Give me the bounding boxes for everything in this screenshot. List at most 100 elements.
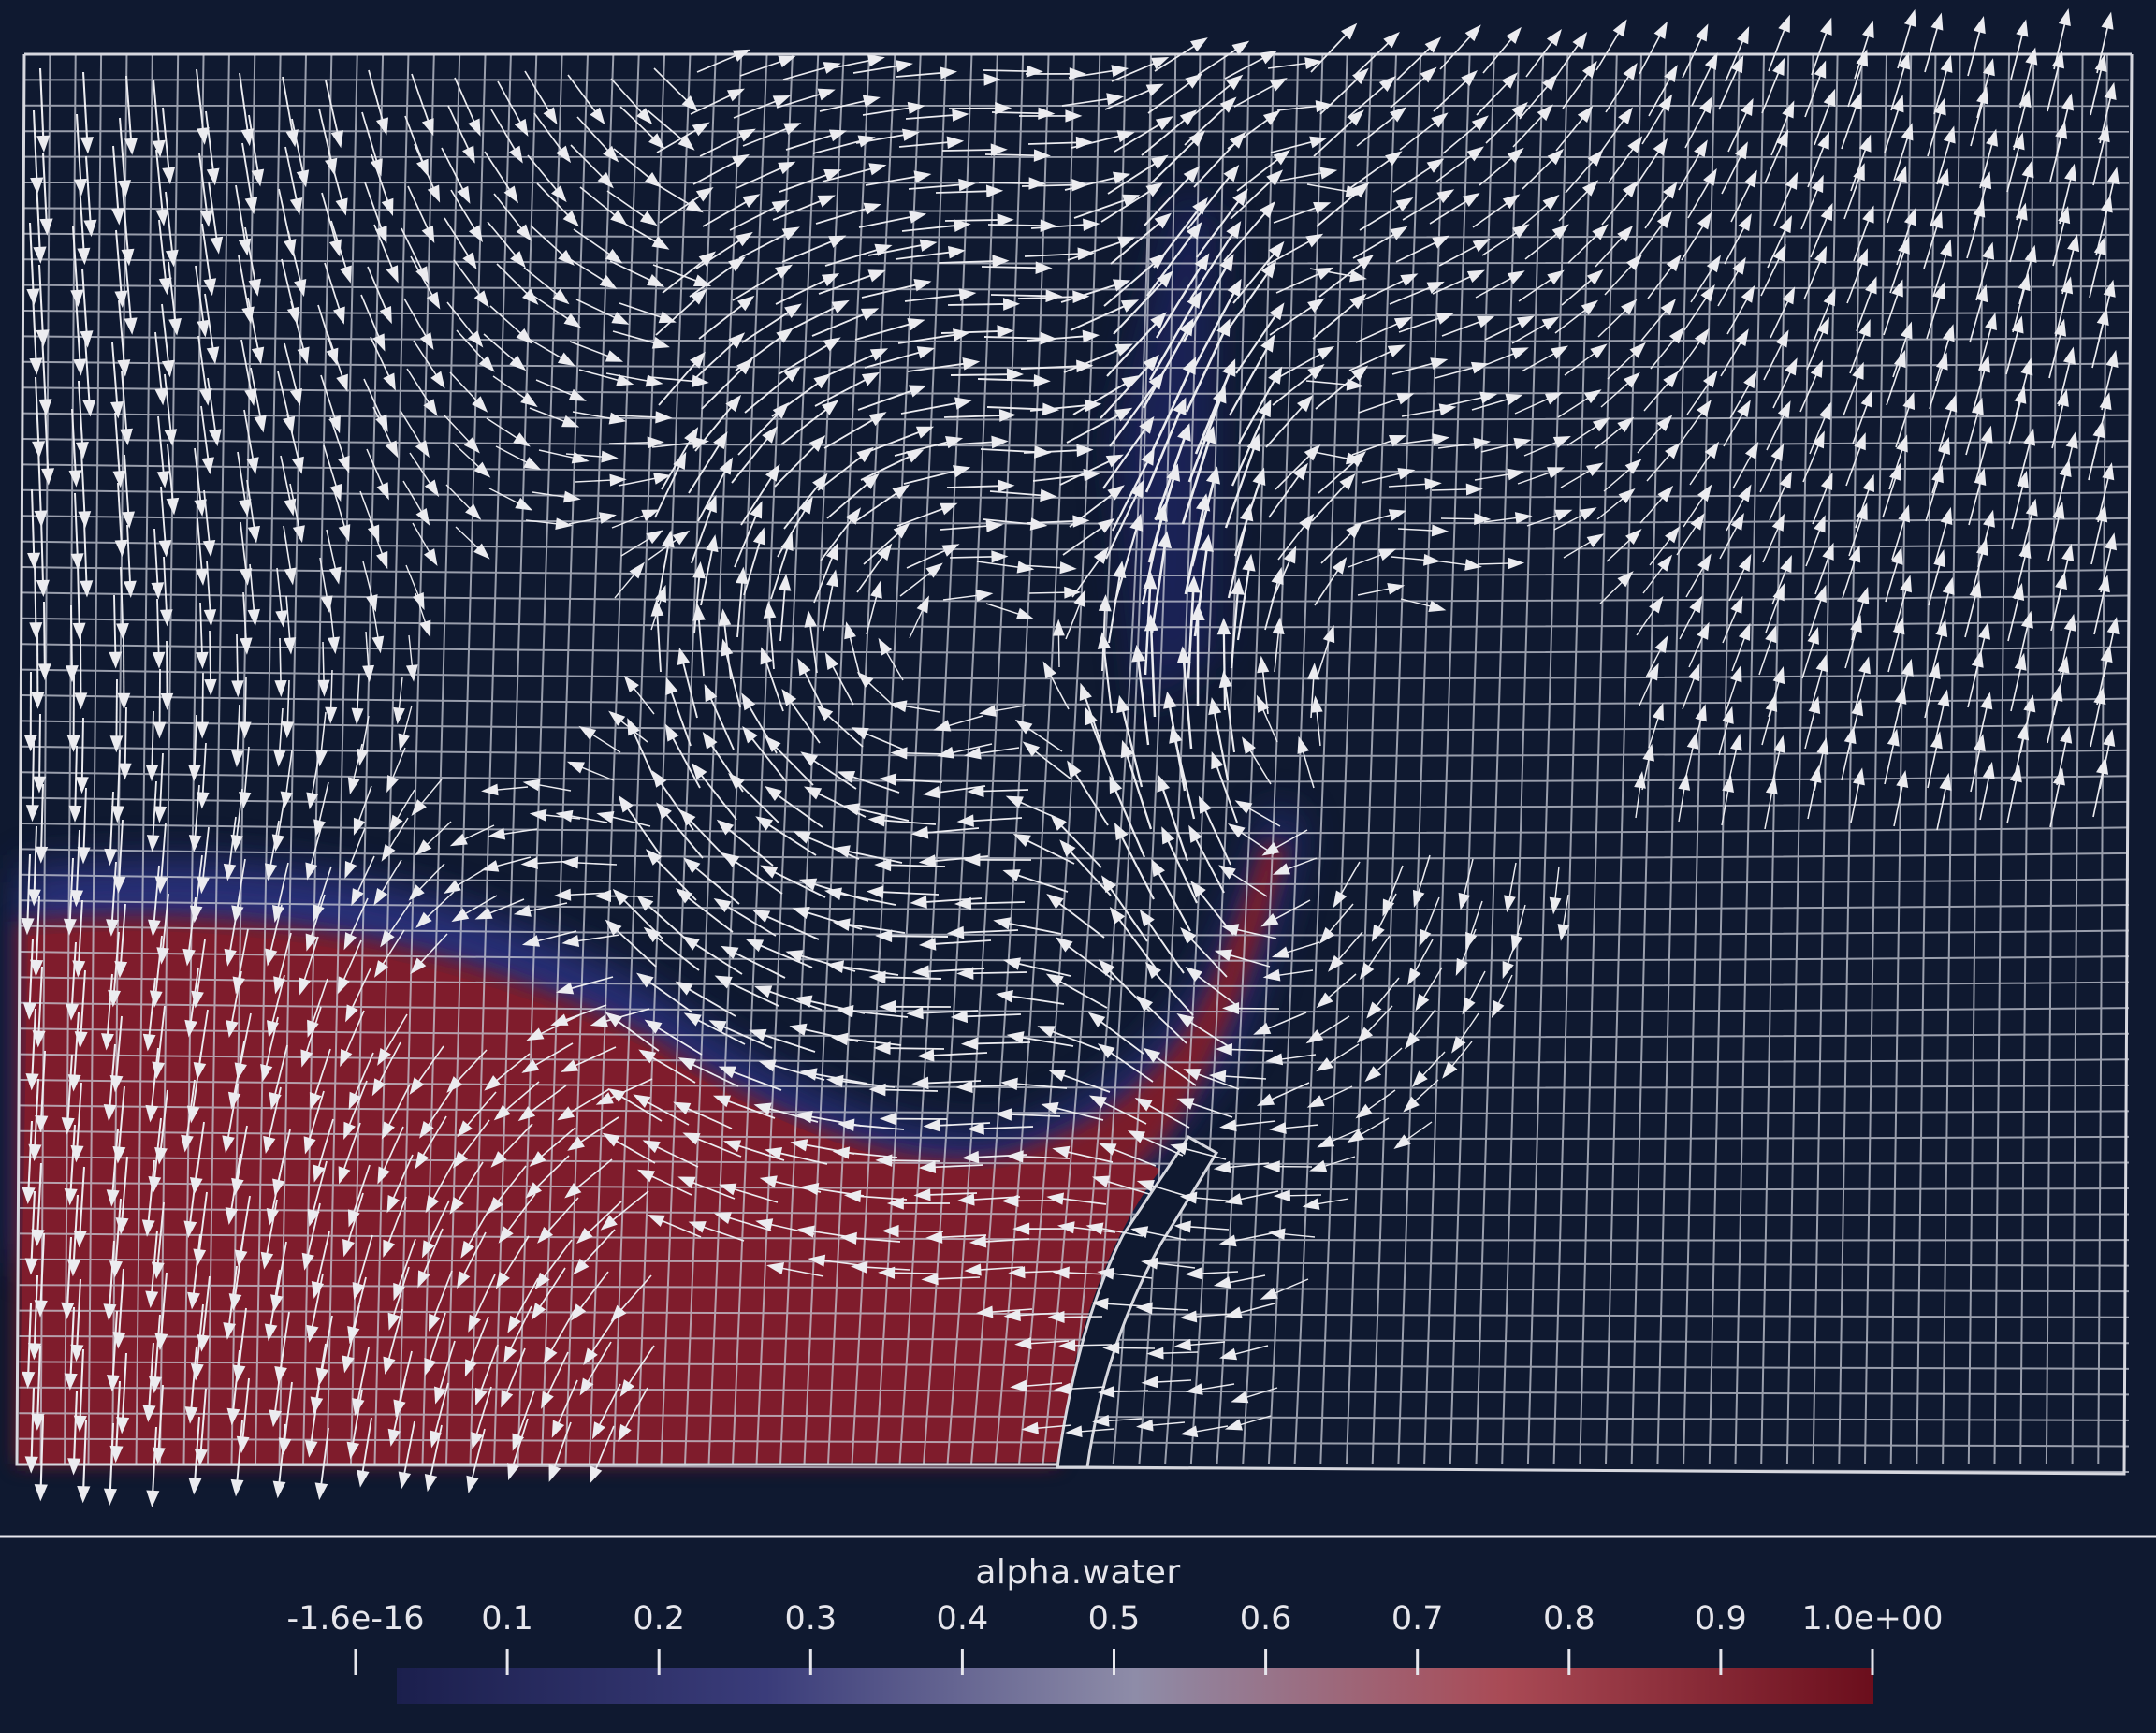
velocity-arrow-shaft bbox=[533, 1155, 570, 1190]
velocity-arrow-head bbox=[1173, 397, 1187, 416]
velocity-arrow-shaft bbox=[1555, 115, 1586, 152]
velocity-arrow-shaft bbox=[1110, 1390, 1149, 1393]
velocity-arrow-head bbox=[1943, 125, 1956, 144]
velocity-arrow-shaft bbox=[428, 1312, 446, 1364]
velocity-arrow-head bbox=[366, 594, 378, 613]
velocity-arrow-shaft bbox=[985, 603, 1022, 616]
velocity-arrow-shaft bbox=[273, 1044, 288, 1098]
velocity-arrow-head bbox=[275, 610, 288, 628]
velocity-arrow-head bbox=[940, 502, 958, 516]
velocity-arrow-shaft bbox=[856, 553, 885, 593]
velocity-arrow-shaft bbox=[1759, 455, 1779, 493]
velocity-arrow-shaft bbox=[409, 452, 433, 487]
velocity-arrow-shaft bbox=[1437, 442, 1479, 449]
velocity-arrow-head bbox=[313, 819, 326, 837]
velocity-arrow-shaft bbox=[1059, 1197, 1107, 1205]
velocity-arrow-shaft bbox=[1066, 1386, 1106, 1391]
velocity-arrow-shaft bbox=[319, 557, 328, 601]
velocity-arrow-head bbox=[1512, 224, 1530, 239]
velocity-arrow-head bbox=[1262, 968, 1281, 982]
velocity-arrow-shaft bbox=[1143, 1231, 1187, 1241]
velocity-arrow-head bbox=[269, 1409, 283, 1428]
velocity-arrow-head bbox=[1234, 800, 1253, 814]
velocity-arrow-head bbox=[2021, 160, 2034, 179]
velocity-arrow-shaft bbox=[1374, 1047, 1403, 1074]
velocity-arrow-head bbox=[543, 1347, 558, 1365]
velocity-arrow-shaft bbox=[1230, 178, 1275, 220]
velocity-arrow-head bbox=[563, 490, 581, 503]
velocity-arrow-shaft bbox=[392, 1266, 410, 1318]
velocity-arrow-head bbox=[856, 446, 874, 463]
velocity-arrow-shaft bbox=[276, 567, 284, 615]
velocity-arrow-shaft bbox=[1365, 1089, 1396, 1112]
velocity-arrow-head bbox=[153, 721, 167, 739]
velocity-arrow-shaft bbox=[1768, 26, 1786, 72]
velocity-arrow-head bbox=[594, 889, 612, 903]
velocity-arrow-head bbox=[962, 357, 981, 371]
velocity-arrow-shaft bbox=[1770, 298, 1790, 339]
velocity-arrow-shaft bbox=[511, 1418, 529, 1469]
velocity-arrow-shaft bbox=[492, 375, 528, 400]
velocity-arrow-shaft bbox=[1725, 37, 1745, 82]
velocity-arrow-shaft bbox=[118, 1268, 125, 1336]
velocity-arrow-head bbox=[878, 1266, 896, 1279]
velocity-arrow-shaft bbox=[1764, 789, 1773, 830]
velocity-arrow-shaft bbox=[1595, 30, 1622, 71]
velocity-arrow-shaft bbox=[78, 899, 83, 965]
velocity-arrow-shaft bbox=[1598, 117, 1626, 155]
velocity-arrow-shaft bbox=[282, 76, 294, 135]
velocity-arrow-head bbox=[991, 550, 1009, 563]
velocity-arrow-shaft bbox=[1604, 263, 1635, 296]
velocity-arrow-head bbox=[1205, 466, 1220, 485]
velocity-arrow-shaft bbox=[192, 1233, 201, 1297]
velocity-arrow-head bbox=[644, 1019, 663, 1034]
velocity-arrow-shaft bbox=[1444, 396, 1485, 407]
velocity-arrow-shaft bbox=[1264, 579, 1279, 631]
velocity-arrow-shaft bbox=[205, 110, 215, 173]
velocity-arrow-shaft bbox=[31, 1008, 37, 1078]
velocity-arrow-head bbox=[800, 751, 819, 766]
velocity-arrow-shaft bbox=[575, 299, 619, 320]
velocity-arrow-head bbox=[148, 1176, 162, 1194]
velocity-arrow-head bbox=[677, 1057, 696, 1071]
velocity-arrow-shaft bbox=[1060, 283, 1119, 303]
velocity-arrow-head bbox=[1617, 416, 1635, 432]
velocity-arrow-head bbox=[478, 355, 495, 372]
velocity-arrow-head bbox=[1346, 521, 1362, 539]
velocity-arrow-shaft bbox=[860, 454, 913, 481]
velocity-arrow-shaft bbox=[226, 1083, 239, 1141]
velocity-arrow-shaft bbox=[662, 258, 707, 294]
velocity-arrow-shaft bbox=[1968, 480, 1982, 526]
velocity-arrow-shaft bbox=[1072, 770, 1109, 826]
velocity-arrow-shaft bbox=[1723, 410, 1745, 447]
velocity-arrow-head bbox=[1319, 167, 1338, 180]
velocity-arrow-head bbox=[1656, 415, 1673, 431]
velocity-arrow-shaft bbox=[115, 229, 123, 296]
velocity-arrow-head bbox=[1889, 462, 1901, 481]
velocity-arrow-shaft bbox=[1649, 535, 1673, 566]
velocity-arrow-head bbox=[708, 1020, 727, 1033]
velocity-arrow-shaft bbox=[505, 1193, 536, 1234]
velocity-arrow-head bbox=[1006, 1150, 1024, 1163]
velocity-arrow-head bbox=[457, 1120, 473, 1138]
velocity-arrow-shaft bbox=[1852, 401, 1869, 444]
velocity-arrow-head bbox=[725, 394, 742, 413]
velocity-arrow-shaft bbox=[2048, 330, 2062, 379]
velocity-arrow-head bbox=[673, 1101, 692, 1115]
velocity-arrow-shaft bbox=[700, 1225, 745, 1242]
velocity-arrow-head bbox=[525, 1182, 543, 1199]
velocity-arrow-head bbox=[913, 1188, 931, 1201]
velocity-arrow-shaft bbox=[1328, 1128, 1362, 1143]
velocity-arrow-shaft bbox=[236, 1125, 248, 1184]
velocity-arrow-shaft bbox=[1891, 517, 1906, 561]
velocity-arrow-head bbox=[1082, 329, 1100, 343]
velocity-arrow-head bbox=[1112, 279, 1131, 292]
velocity-vectors bbox=[21, 7, 2120, 1507]
velocity-arrow-shaft bbox=[495, 445, 531, 465]
velocity-arrow-head bbox=[1980, 425, 1993, 444]
velocity-arrow-shaft bbox=[1397, 528, 1436, 532]
velocity-arrow-head bbox=[759, 1175, 778, 1188]
velocity-arrow-head bbox=[1268, 240, 1285, 259]
velocity-arrow-shaft bbox=[473, 1274, 496, 1321]
